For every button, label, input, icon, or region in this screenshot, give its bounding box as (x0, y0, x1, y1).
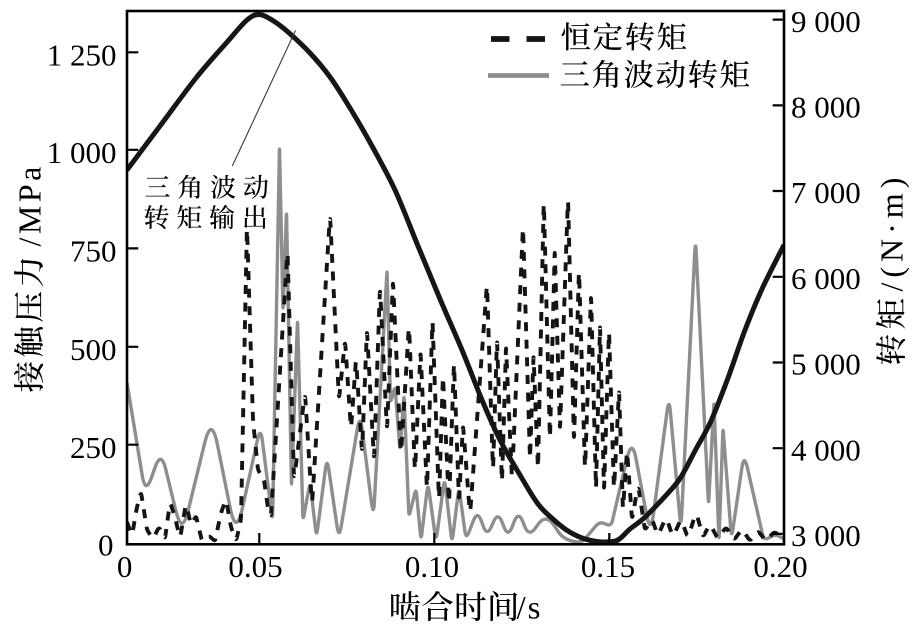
svg-text:4 000: 4 000 (791, 432, 861, 467)
svg-text:250: 250 (70, 430, 117, 465)
svg-text:0.10: 0.10 (405, 549, 459, 584)
svg-text:0.20: 0.20 (753, 549, 807, 584)
svg-text:/MPa: /MPa (12, 163, 48, 246)
svg-text:1 000: 1 000 (47, 135, 117, 170)
svg-text:6 000: 6 000 (791, 261, 861, 296)
svg-text:750: 750 (70, 234, 117, 269)
svg-text:0.15: 0.15 (581, 549, 635, 584)
svg-text:7 000: 7 000 (791, 175, 861, 210)
svg-text:0: 0 (98, 528, 114, 563)
svg-text:5 000: 5 000 (791, 347, 861, 382)
svg-text:0: 0 (117, 549, 133, 584)
svg-text:8 000: 8 000 (791, 90, 861, 125)
svg-text:3 000: 3 000 (791, 518, 861, 553)
svg-text:1 250: 1 250 (47, 38, 117, 73)
svg-text:0.05: 0.05 (228, 549, 282, 584)
svg-text:/(N·m): /(N·m) (874, 173, 910, 292)
svg-text:9 000: 9 000 (791, 4, 861, 39)
svg-text:500: 500 (70, 332, 117, 367)
svg-text:/s: /s (517, 591, 543, 627)
